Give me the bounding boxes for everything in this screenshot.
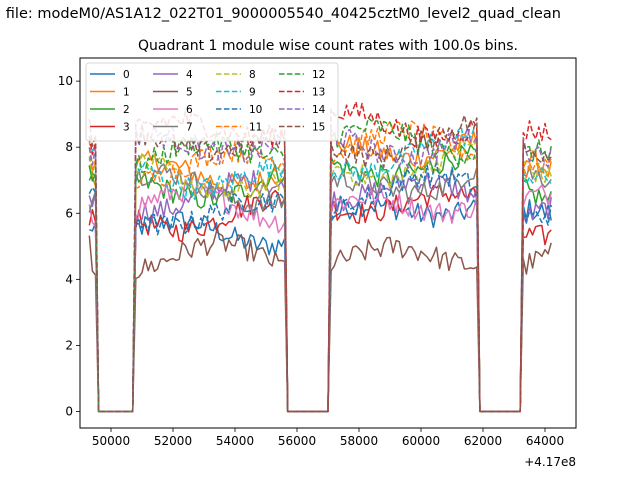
series-line-8 [88, 138, 552, 413]
axis-layer: 50000 52000 54000 56000 58000 60000 62000 64000… [58, 74, 564, 448]
plot-frame [79, 57, 577, 429]
x-offset-label: +4.17e8 [524, 455, 576, 469]
y-tick-label: 10 [58, 74, 73, 88]
y-tick-label: 2 [65, 338, 73, 352]
legend-label-14: 14 [312, 104, 326, 116]
y-tick-label: 4 [65, 272, 73, 286]
legend-label-10: 10 [249, 104, 262, 116]
x-tick-label: 62000 [464, 434, 502, 448]
y-tick-label: 0 [65, 404, 73, 418]
series-line-4 [88, 169, 552, 413]
x-tick-label: 56000 [278, 434, 316, 448]
figure-suptitle: n file: modeM0/AS1A12_022T01_9000005540_… [0, 0, 640, 38]
legend-label-1: 1 [123, 87, 130, 99]
chart-title: Quadrant 1 module wise count rates with … [138, 38, 518, 54]
series-line-2 [88, 144, 552, 413]
series-line-3 [88, 184, 552, 413]
series-line-6 [88, 179, 552, 413]
y-tick-label: 8 [65, 140, 73, 154]
x-tick-label: 64000 [526, 434, 564, 448]
legend-label-11: 11 [249, 122, 262, 134]
series-layer [88, 101, 552, 413]
legend-label-4: 4 [186, 69, 193, 81]
x-tick-label: 58000 [340, 434, 378, 448]
suptitle-text: n file: modeM0/AS1A12_022T01_9000005540_… [0, 6, 561, 22]
y-tick-label: 6 [65, 206, 73, 220]
legend-label-15: 15 [312, 122, 325, 134]
series-line-5 [88, 230, 552, 413]
legend-label-6: 6 [186, 104, 193, 116]
legend-label-9: 9 [249, 87, 256, 99]
x-tick-label: 60000 [402, 434, 440, 448]
legend-label-8: 8 [249, 69, 256, 81]
legend-label-7: 7 [186, 122, 193, 134]
legend-label-12: 12 [312, 69, 325, 81]
legend-label-0: 0 [123, 69, 130, 81]
series-line-13 [88, 101, 552, 413]
legend-label-5: 5 [186, 87, 193, 99]
x-tick-label: 54000 [216, 434, 254, 448]
legend-label-3: 3 [123, 122, 130, 134]
legend-label-2: 2 [123, 104, 130, 116]
series-line-10 [88, 162, 552, 413]
x-tick-label: 50000 [92, 434, 130, 448]
legend-label-13: 13 [312, 87, 325, 99]
x-tick-label: 52000 [154, 434, 192, 448]
legend-box [85, 62, 339, 142]
